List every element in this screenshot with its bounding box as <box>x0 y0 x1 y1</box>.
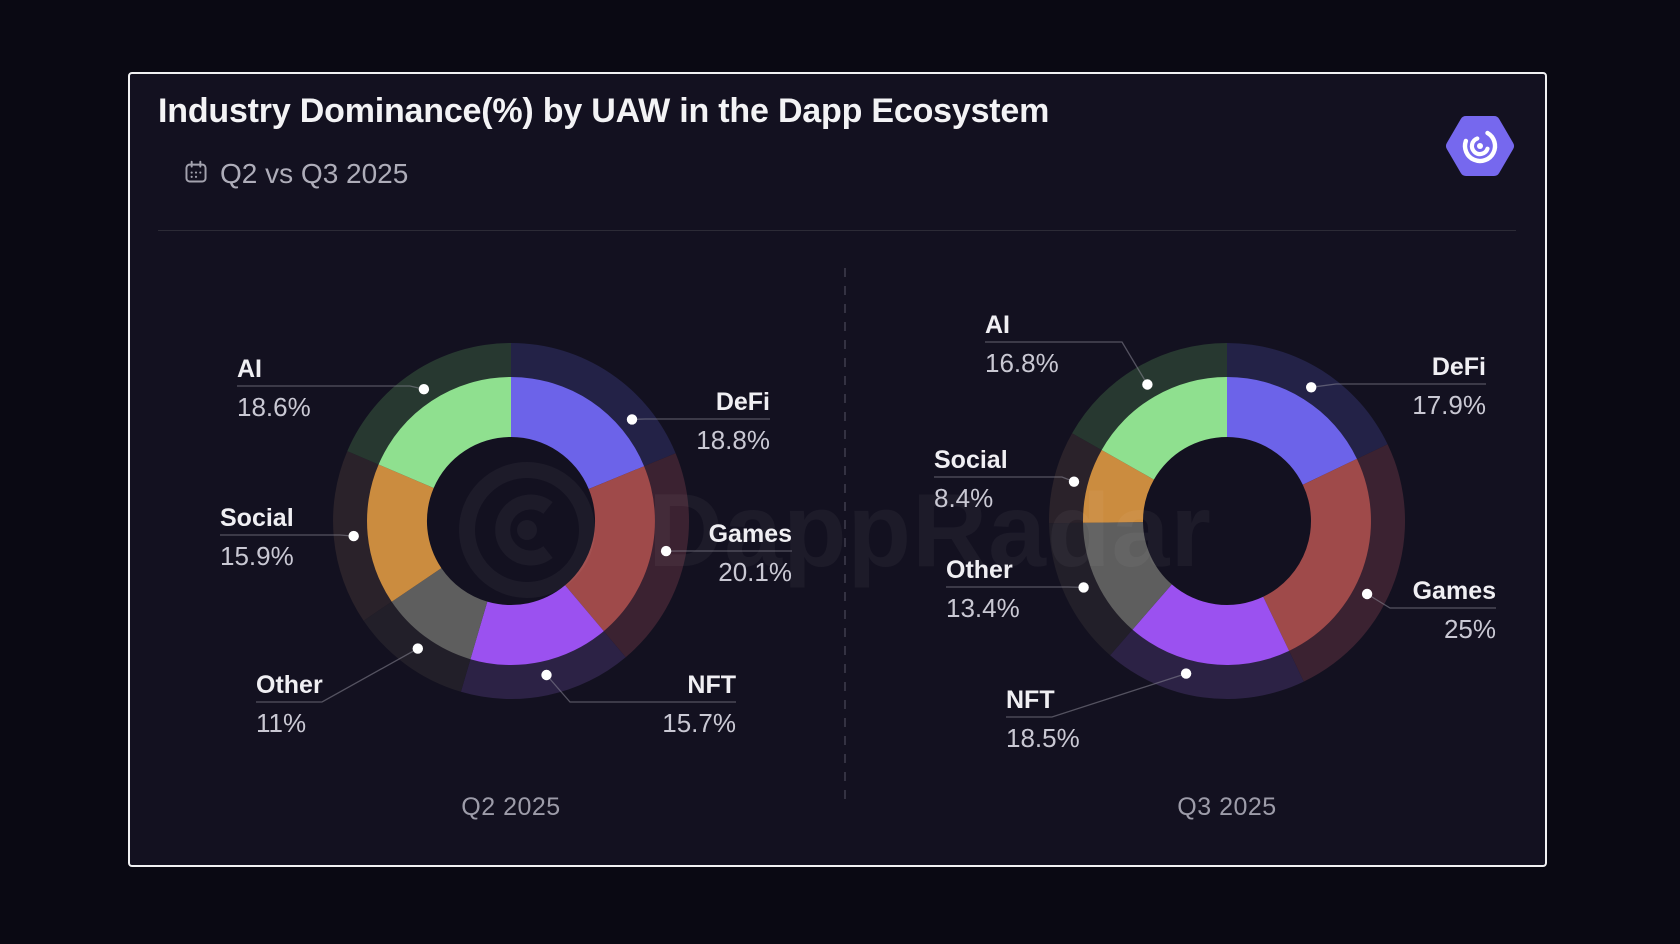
segment-value-games-q3-2025: 25% <box>1444 614 1496 644</box>
segment-nft-q2-2025 <box>470 585 604 666</box>
segment-label-nft-q2-2025: NFT <box>687 671 736 699</box>
chart-footer-label-q2-2025: Q2 2025 <box>461 793 560 821</box>
chart-footer-label-q3-2025: Q3 2025 <box>1177 793 1276 821</box>
segment-label-defi-q2-2025: DeFi <box>716 388 770 416</box>
segment-social-q2-2025 <box>367 464 442 602</box>
segment-value-other-q2-2025: 11% <box>256 708 306 738</box>
segment-label-nft-q3-2025: NFT <box>1006 686 1055 714</box>
segment-nft-q3-2025 <box>1132 584 1290 665</box>
segment-label-social-q3-2025: Social <box>934 446 1008 474</box>
segment-value-other-q3-2025: 13.4% <box>946 593 1020 623</box>
segment-value-nft-q3-2025: 18.5% <box>1006 723 1080 753</box>
segment-value-nft-q2-2025: 15.7% <box>662 708 736 738</box>
segment-label-ai-q3-2025: AI <box>985 311 1010 339</box>
subtitle-row: Q2 vs Q3 2025 <box>183 158 408 190</box>
segment-label-social-q2-2025: Social <box>220 504 294 532</box>
dot-ai-q2-2025 <box>418 384 430 395</box>
segment-label-other-q3-2025: Other <box>946 556 1013 584</box>
segment-games-q2-2025 <box>565 466 655 632</box>
dot-nft-q2-2025 <box>541 669 552 681</box>
dappradar-logo-icon <box>1444 110 1516 187</box>
dot-nft-q3-2025 <box>1180 668 1192 679</box>
leader-games-q3-2025 <box>1366 593 1496 609</box>
header-separator <box>158 230 1516 231</box>
segment-label-ai-q2-2025: AI <box>237 355 262 383</box>
donut-q2-2025-ring <box>367 377 655 666</box>
donut-q3-2025-ring <box>1082 376 1371 665</box>
segment-label-games-q2-2025: Games <box>709 520 792 548</box>
dot-defi-q2-2025 <box>626 414 638 425</box>
page-title: Industry Dominance(%) by UAW in the Dapp… <box>158 92 1050 130</box>
dot-other-q2-2025 <box>412 643 423 654</box>
calendar-icon <box>183 159 209 190</box>
segment-social-q3-2025 <box>1082 450 1154 523</box>
dot-defi-q3-2025 <box>1306 382 1317 393</box>
segment-ai-q2-2025 <box>378 377 511 488</box>
leader-defi-q3-2025 <box>1311 383 1486 388</box>
watermark-logo-icon <box>459 462 595 598</box>
segment-defi-q3-2025 <box>1227 377 1357 485</box>
segment-label-other-q2-2025: Other <box>256 671 323 699</box>
dot-games-q2-2025 <box>660 545 672 557</box>
segment-other-q2-2025 <box>391 568 488 660</box>
segment-value-social-q2-2025: 15.9% <box>220 541 294 571</box>
segment-other-q3-2025 <box>1083 522 1172 630</box>
segment-ai-q3-2025 <box>1101 376 1227 480</box>
dot-social-q2-2025 <box>348 530 359 542</box>
leader-ai-q3-2025 <box>985 341 1148 385</box>
segment-label-defi-q3-2025: DeFi <box>1432 353 1486 381</box>
segment-value-social-q3-2025: 8.4% <box>934 483 993 513</box>
segment-value-defi-q2-2025: 18.8% <box>696 425 770 455</box>
dot-ai-q3-2025 <box>1142 379 1153 390</box>
dot-social-q3-2025 <box>1068 476 1080 487</box>
segment-label-games-q3-2025: Games <box>1413 577 1496 605</box>
segment-value-games-q2-2025: 20.1% <box>718 557 792 587</box>
leader-nft-q3-2025 <box>1006 672 1187 718</box>
leader-social-q2-2025 <box>220 534 354 537</box>
segment-games-q3-2025 <box>1263 458 1371 651</box>
leader-nft-q2-2025 <box>546 674 736 703</box>
watermark: DappRadar <box>459 462 1212 598</box>
subtitle: Q2 vs Q3 2025 <box>220 158 409 189</box>
leader-other-q2-2025 <box>256 648 419 703</box>
dot-other-q3-2025 <box>1078 582 1089 593</box>
dot-games-q3-2025 <box>1361 588 1373 600</box>
segment-value-ai-q2-2025: 18.6% <box>237 392 311 422</box>
watermark-text: DappRadar <box>648 473 1212 589</box>
segment-defi-q2-2025 <box>511 377 645 489</box>
segment-value-defi-q3-2025: 17.9% <box>1412 390 1486 420</box>
segment-value-ai-q3-2025: 16.8% <box>985 348 1059 378</box>
